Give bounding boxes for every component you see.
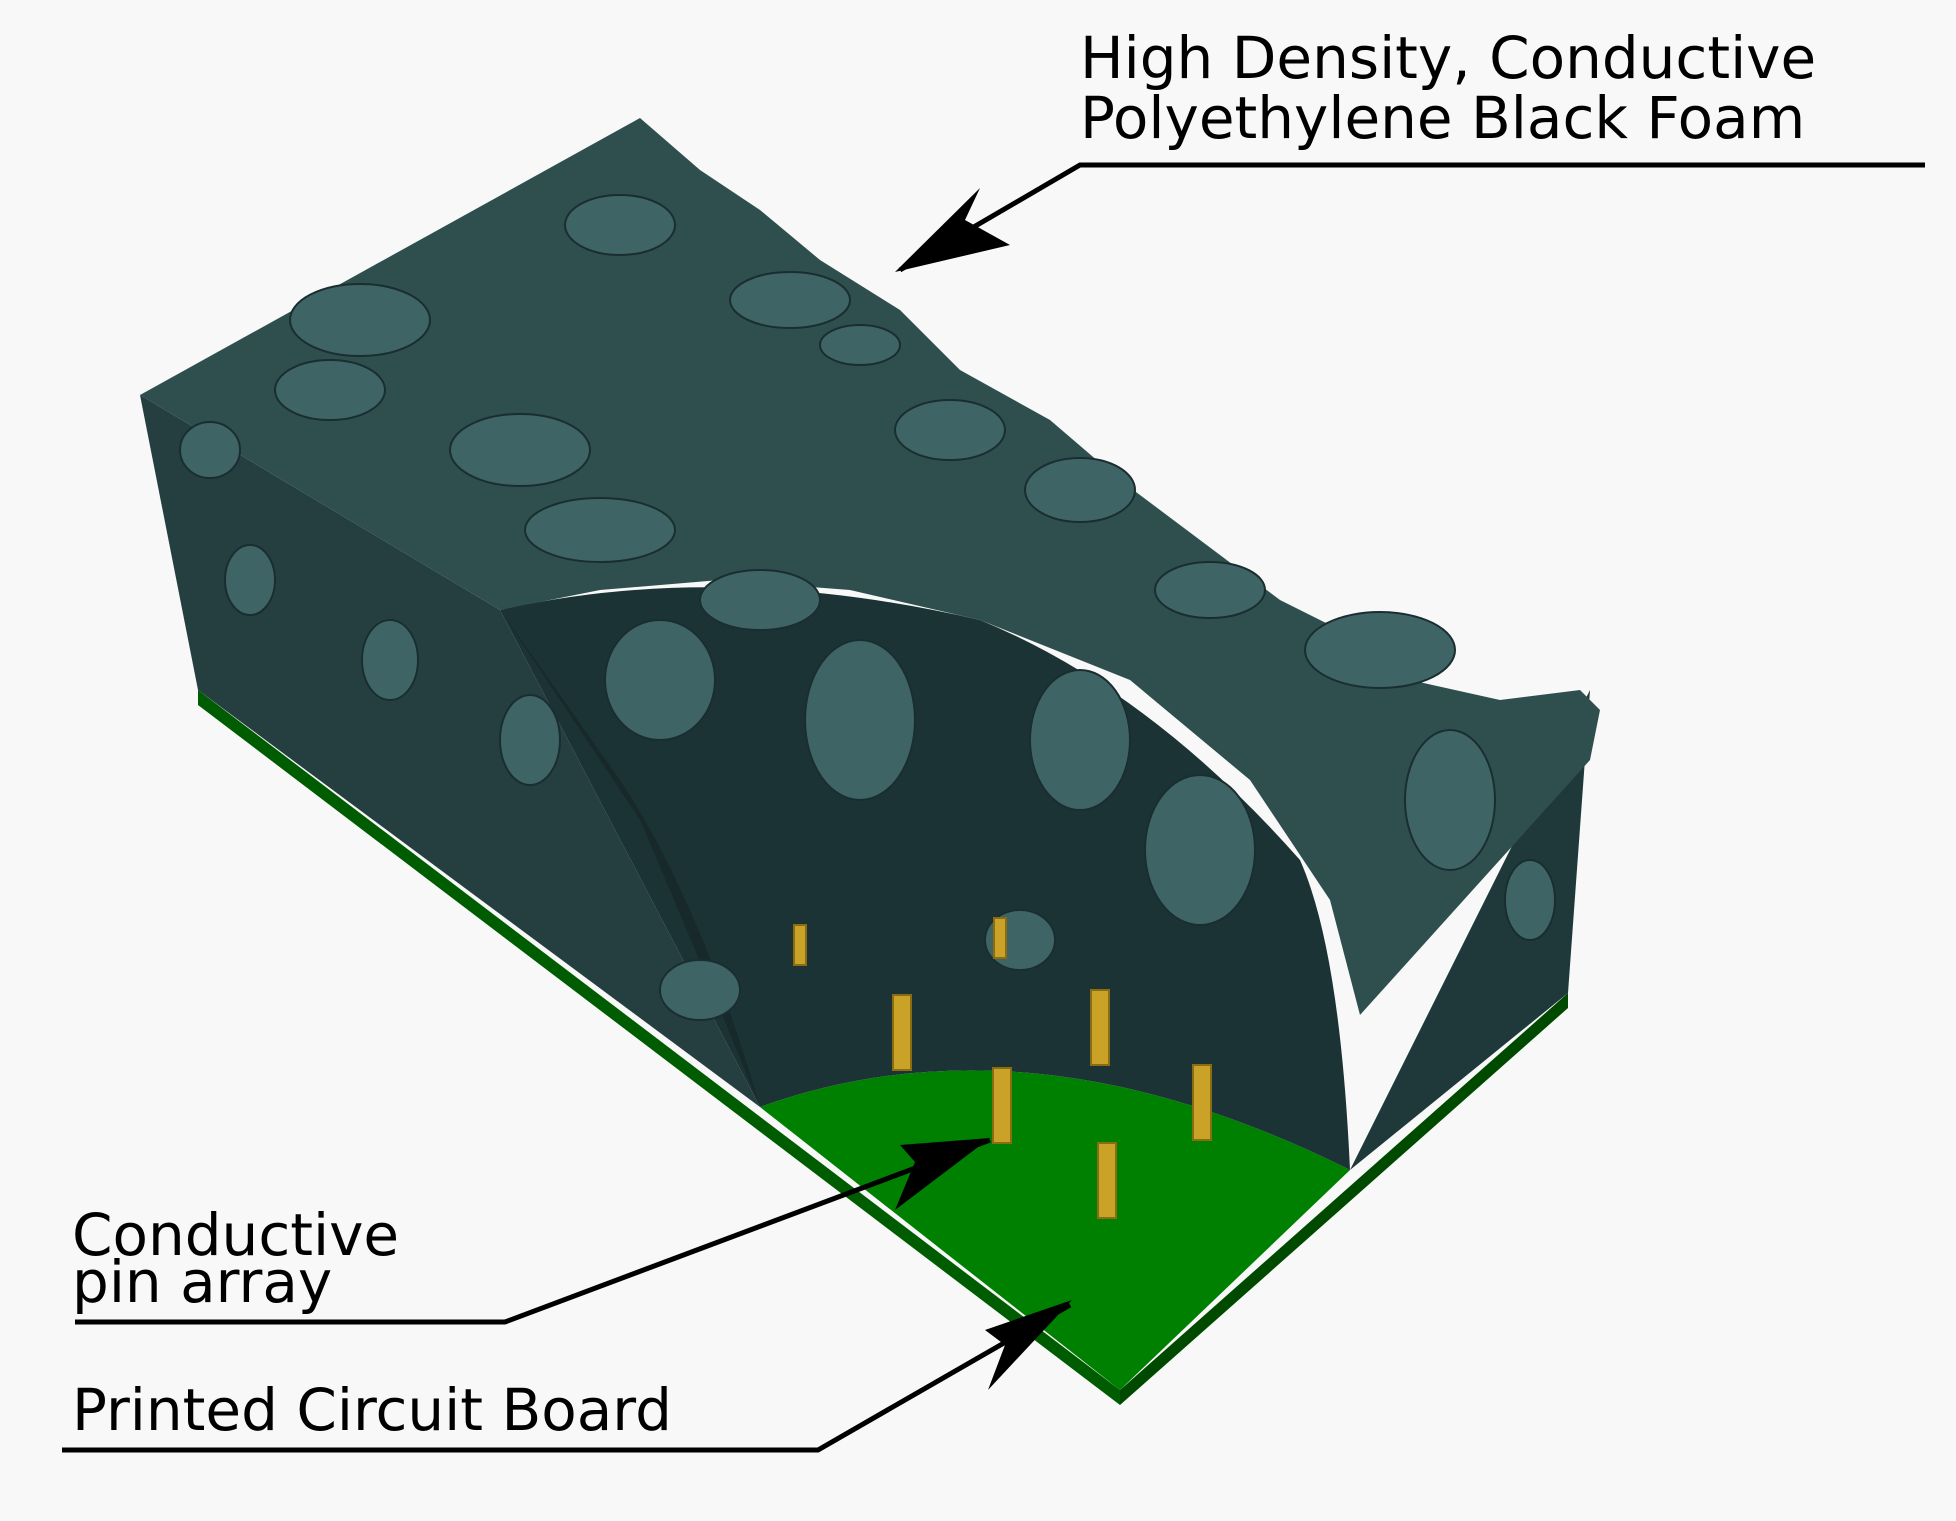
label-pins: Conductive pin array <box>72 1201 399 1316</box>
pin <box>892 994 912 1071</box>
label-foam-line1: High Density, Conductive <box>1080 24 1816 92</box>
conductive-pin-array <box>793 917 1212 1219</box>
foam-top-face <box>140 118 1600 1015</box>
pin <box>993 917 1007 959</box>
arrowhead-pins <box>895 1138 990 1210</box>
foam-cell-texture <box>179 194 1556 1021</box>
leader-line-foam <box>898 162 1925 273</box>
arrowhead-pcb <box>985 1300 1072 1390</box>
foam-cutaway-wall <box>500 587 1350 1170</box>
leader-foam <box>895 162 1925 273</box>
leader-pins <box>75 1137 991 1325</box>
pin <box>992 1067 1012 1144</box>
leader-pcb <box>62 1300 1072 1453</box>
pin <box>1090 989 1110 1066</box>
label-pins-line1: Conductive <box>72 1201 399 1269</box>
label-foam: High Density, Conductive Polyethylene Bl… <box>1080 24 1816 152</box>
conductive-foam-block <box>140 118 1600 1170</box>
pcb-left-edge <box>198 690 1120 1405</box>
leader-line-pcb <box>62 1302 1072 1453</box>
arrowhead-foam <box>895 188 1010 272</box>
label-pcb: Printed Circuit Board <box>72 1376 672 1444</box>
pin <box>1192 1064 1212 1141</box>
pin <box>1097 1142 1117 1219</box>
label-pins-line2: pin array <box>72 1248 332 1316</box>
leader-line-pins <box>75 1137 991 1325</box>
foam-left-face <box>140 395 760 1107</box>
pin <box>793 924 807 966</box>
label-foam-line2: Polyethylene Black Foam <box>1080 84 1805 152</box>
pcb-right-edge <box>1120 993 1568 1405</box>
